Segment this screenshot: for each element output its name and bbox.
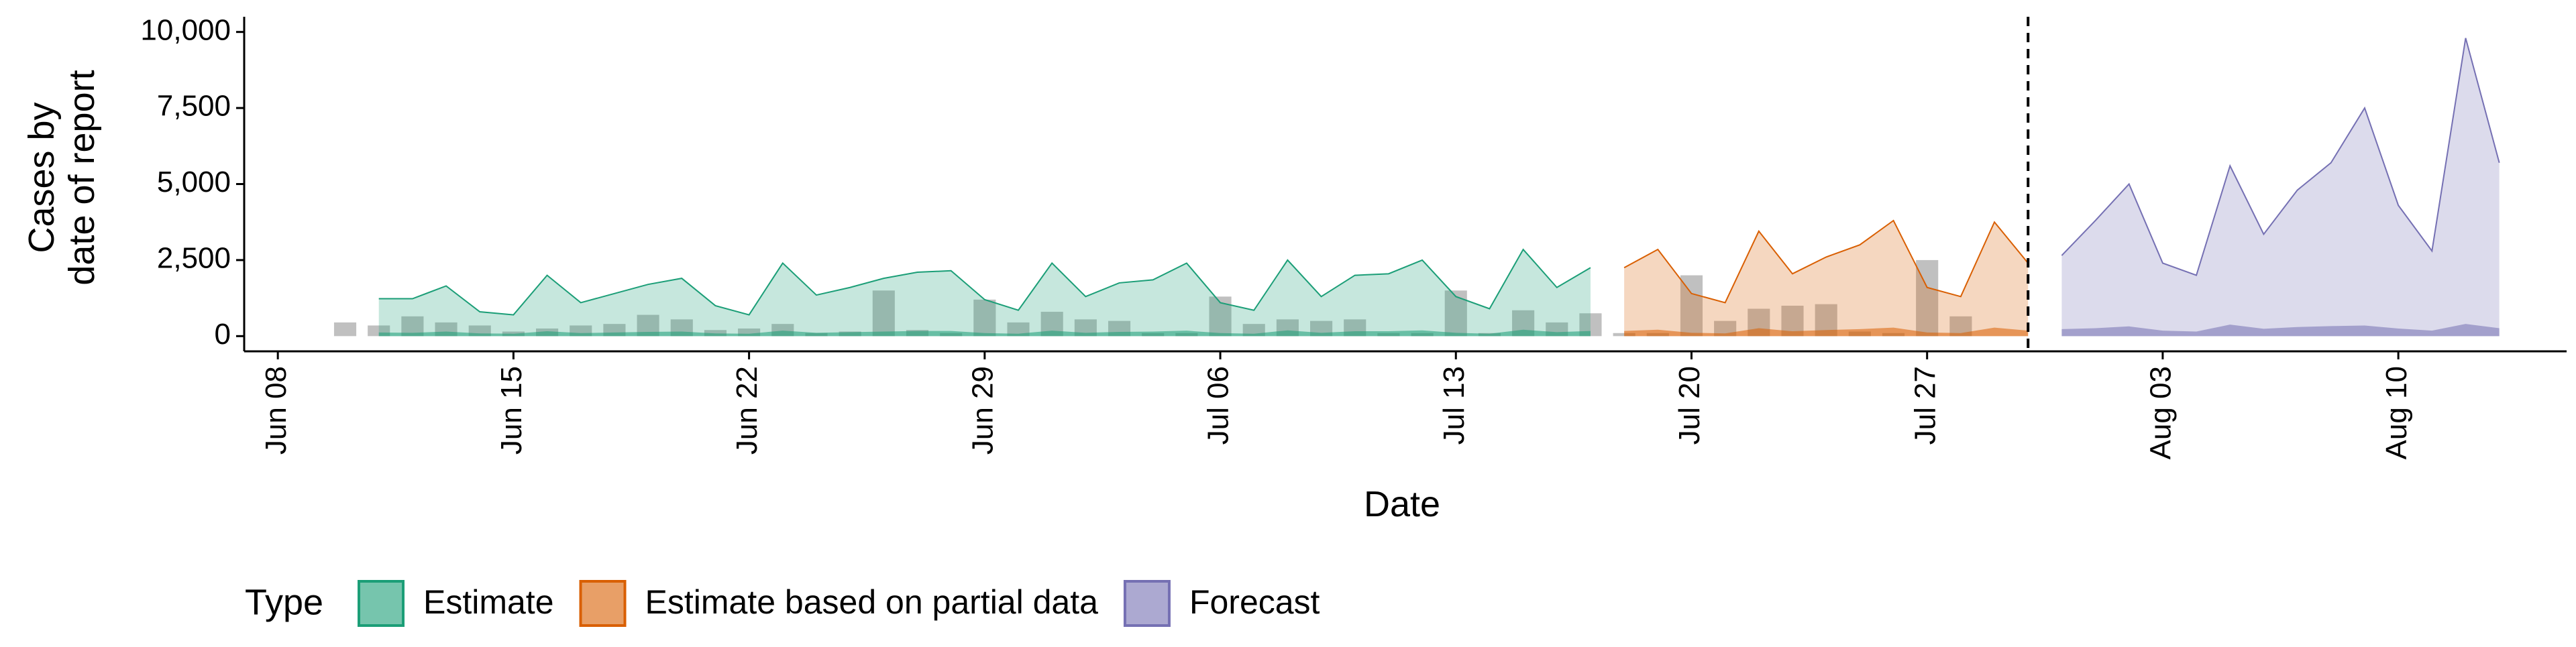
legend-swatch — [1123, 580, 1171, 627]
y-tick-label: 0 — [215, 318, 231, 351]
x-tick-label: Jun 08 — [260, 366, 292, 455]
inner-band — [2061, 324, 2500, 337]
x-tick-label: Jul 13 — [1438, 366, 1470, 445]
area-line — [1623, 219, 2029, 304]
area-line — [378, 248, 1591, 316]
legend-label: Estimate based on partial data — [645, 583, 1099, 621]
y-axis-title: date of report — [62, 70, 102, 285]
y-axis-title: Cases by — [21, 102, 62, 253]
observed-bar — [1242, 324, 1265, 337]
observed-bar — [1444, 290, 1467, 337]
observed-bar — [1310, 320, 1333, 337]
legend-swatch — [579, 580, 627, 627]
area-band — [1624, 220, 2029, 337]
observed-bar — [704, 330, 727, 337]
x-axis-title: Date — [1364, 484, 1440, 524]
observed-bar — [973, 299, 996, 337]
y-tick-label: 7,500 — [157, 90, 231, 123]
x-tick-label: Aug 03 — [2145, 366, 2178, 459]
x-tick-label: Jun 15 — [495, 366, 528, 455]
observed-bar — [333, 322, 357, 337]
legend-label: Estimate — [423, 583, 554, 621]
observed-bar — [1680, 275, 1703, 337]
x-tick-label: Jul 20 — [1673, 366, 1706, 445]
y-tick-label: 5,000 — [157, 166, 231, 198]
area-line — [2061, 38, 2500, 276]
x-tick-label: Aug 10 — [2380, 366, 2413, 459]
y-tick-label: 10,000 — [140, 13, 231, 46]
x-tick-label: Jul 06 — [1202, 366, 1235, 445]
inner-band — [1624, 327, 2029, 337]
observed-bar — [872, 290, 895, 337]
x-tick-label: Jun 22 — [731, 366, 763, 455]
area-band — [2061, 38, 2500, 337]
observed-bar — [1007, 322, 1030, 337]
legend-title: Type — [245, 582, 323, 622]
inner-band — [378, 329, 1591, 337]
observed-bar — [738, 328, 761, 337]
y-tick-label: 2,500 — [157, 242, 231, 275]
observed-bar — [1714, 320, 1737, 337]
x-tick-label: Jul 27 — [1909, 366, 1941, 445]
legend-label: Forecast — [1189, 583, 1320, 621]
area-band — [378, 249, 1591, 337]
legend-swatch — [358, 580, 405, 627]
x-tick-label: Jun 29 — [966, 366, 999, 455]
